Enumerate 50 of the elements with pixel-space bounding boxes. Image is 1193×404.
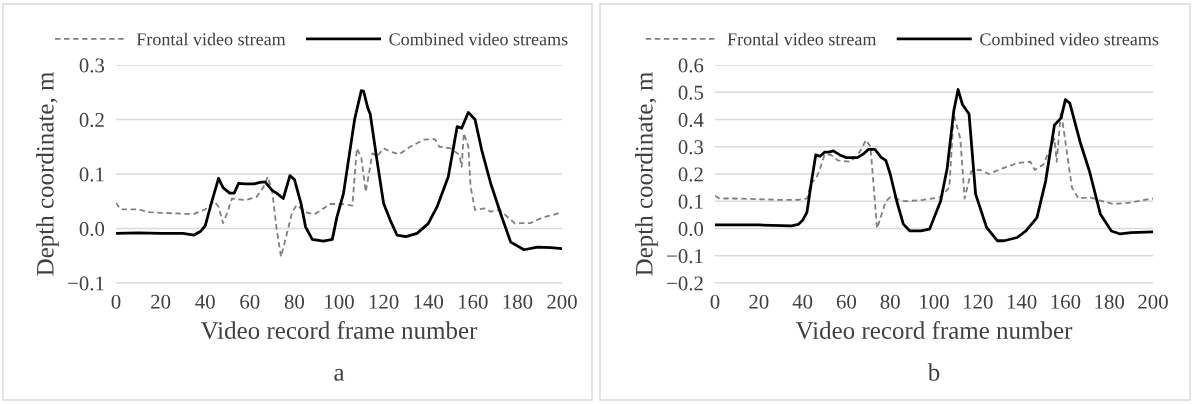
legend-label: Frontal video stream [727, 32, 877, 46]
y-tick-label: 0.3 [678, 140, 704, 155]
line-series [715, 88, 1153, 243]
y-axis-title: Depth coordinate, m [635, 71, 658, 276]
x-tick-label: 100 [920, 294, 949, 309]
text: a [334, 368, 345, 381]
y-tick-label: 0.5 [678, 85, 704, 100]
x-tick-label: 20 [151, 294, 171, 309]
x-tick-label: 40 [195, 294, 215, 309]
y-tick-label: 0.4 [678, 112, 704, 128]
x-tick-label: 200 [547, 294, 577, 309]
legend-label: Combined video streams [980, 32, 1159, 46]
x-axis-title: Video record frame number [200, 321, 478, 340]
x-tick-label: 120 [369, 294, 399, 309]
x-tick-label: 80 [880, 294, 900, 309]
x-tick-label: 160 [1051, 294, 1081, 309]
x-tick-label: 100 [325, 294, 354, 309]
y-tick-label: 0.0 [79, 221, 105, 237]
x-tick-label: 60 [836, 294, 857, 309]
x-tick-label: 20 [749, 294, 769, 309]
y-tick-label: 0.0 [678, 221, 704, 237]
y-axis-title: Depth coordinate, m [36, 71, 59, 276]
legend-label: Combined video streams [389, 32, 568, 46]
y-tick-label: 0.2 [79, 112, 104, 128]
x-tick-label: 200 [1138, 294, 1168, 309]
line-series [715, 110, 1153, 230]
x-tick-label: 160 [459, 294, 488, 309]
x-tick-label: 0 [710, 294, 720, 309]
text: b [927, 363, 940, 381]
y-tick-label: 0.3 [79, 58, 105, 73]
x-tick-label: 180 [1095, 294, 1125, 309]
x-tick-label: 180 [503, 294, 533, 309]
y-tick-label: 0.1 [678, 194, 703, 209]
y-tick-label: 0.6 [678, 58, 704, 73]
y-tick-label: 0.2 [678, 167, 703, 182]
x-tick-label: 140 [1007, 294, 1037, 309]
x-tick-label: 80 [284, 294, 305, 309]
x-tick-label: 60 [240, 294, 260, 309]
y-tick-label: −0.1 [667, 249, 703, 264]
line-series [116, 132, 561, 258]
x-tick-label: 0 [111, 294, 121, 309]
x-tick-label: 140 [414, 294, 444, 309]
x-tick-label: 120 [964, 294, 993, 309]
y-tick-label: −0.1 [68, 276, 104, 291]
line-series [116, 89, 562, 252]
x-axis-title: Video record frame number [795, 321, 1073, 340]
y-tick-label: −0.2 [667, 276, 703, 291]
x-tick-label: 40 [792, 294, 813, 309]
legend-label: Frontal video stream [136, 32, 286, 46]
y-tick-label: 0.1 [79, 167, 104, 182]
